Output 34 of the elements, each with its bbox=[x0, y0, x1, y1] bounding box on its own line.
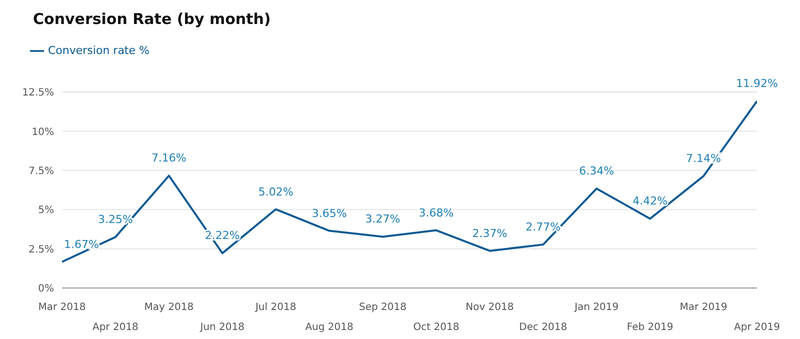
x-tick-label: Apr 2019 bbox=[734, 322, 780, 333]
y-tick-label: 2.5% bbox=[28, 244, 54, 256]
y-tick-label: 0% bbox=[38, 284, 54, 295]
data-label: 5.02% bbox=[258, 185, 294, 198]
x-tick-label: Sep 2018 bbox=[359, 302, 407, 313]
data-label: 3.65% bbox=[312, 206, 347, 220]
data-label: 7.16% bbox=[151, 152, 186, 165]
x-tick-label: Apr 2018 bbox=[92, 322, 138, 333]
data-label: 11.92% bbox=[736, 77, 778, 90]
x-tick-label: Jun 2018 bbox=[199, 322, 245, 333]
data-label: 3.68% bbox=[418, 206, 454, 220]
y-tick-label: 10% bbox=[32, 126, 54, 138]
legend-label: Conversion rate % bbox=[48, 44, 150, 58]
x-tick-label: Jan 2019 bbox=[574, 302, 619, 313]
x-tick-label: May 2018 bbox=[144, 302, 194, 313]
data-label: 2.77% bbox=[526, 220, 561, 234]
x-tick-label: Nov 2018 bbox=[466, 302, 514, 313]
x-tick-label: Mar 2018 bbox=[38, 302, 86, 313]
data-label: 6.34% bbox=[579, 164, 614, 178]
x-tick-label: Feb 2019 bbox=[626, 322, 674, 333]
data-label: 4.42% bbox=[632, 194, 668, 208]
x-tick-label: Aug 2018 bbox=[305, 322, 354, 333]
x-tick-label: Oct 2018 bbox=[413, 322, 460, 333]
x-tick-label: Dec 2018 bbox=[519, 322, 568, 333]
chart-title: Conversion Rate (by month) bbox=[33, 10, 271, 28]
data-label: 1.67% bbox=[64, 238, 99, 251]
line-series bbox=[62, 100, 757, 263]
y-tick-label: 7.5% bbox=[28, 166, 54, 177]
x-tick-label: Jul 2018 bbox=[254, 302, 296, 313]
y-tick-label: 5% bbox=[38, 205, 54, 216]
data-label: 2.37% bbox=[472, 226, 508, 240]
data-label: 3.27% bbox=[365, 212, 400, 226]
x-tick-label: Mar 2019 bbox=[680, 302, 728, 313]
y-tick-label: 12.5% bbox=[22, 88, 54, 99]
